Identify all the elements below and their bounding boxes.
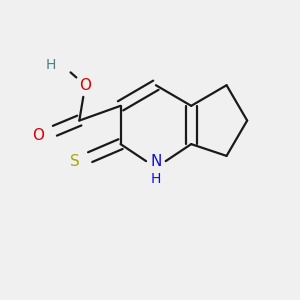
Text: H: H xyxy=(45,58,56,72)
Text: O: O xyxy=(79,78,91,93)
Text: O: O xyxy=(32,128,44,143)
Text: S: S xyxy=(70,154,79,169)
Text: H: H xyxy=(151,172,161,186)
Text: N: N xyxy=(150,154,162,169)
